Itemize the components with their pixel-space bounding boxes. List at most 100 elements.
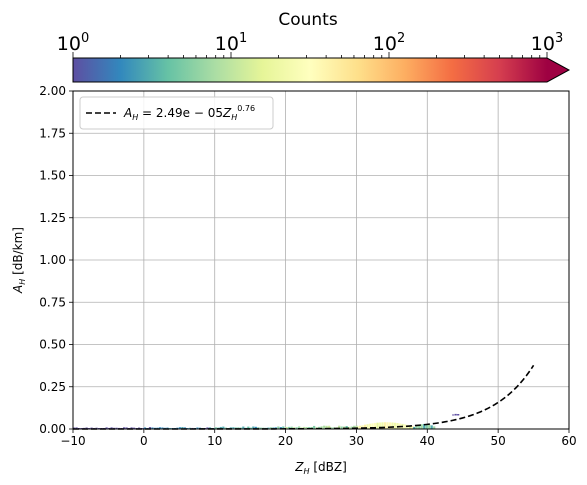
density-cell bbox=[259, 427, 262, 429]
y-axis-label-sub: H bbox=[18, 279, 27, 285]
y-tick-label: 2.00 bbox=[39, 84, 66, 98]
density-cell bbox=[148, 427, 152, 429]
density-cell bbox=[269, 427, 272, 429]
plot-area: −10 0 10 20 30 40 50 60 0.00 0.25 0.50 0.75 1.00 1.2… bbox=[39, 84, 576, 448]
density-cell bbox=[219, 426, 222, 429]
density-cell bbox=[110, 427, 113, 429]
x-tick-label: 60 bbox=[561, 434, 576, 448]
density-cell bbox=[338, 425, 341, 429]
y-axis-label: AH [dB/km] bbox=[11, 227, 27, 294]
density-cell bbox=[295, 427, 298, 429]
density-cell bbox=[323, 425, 326, 429]
density-cell bbox=[403, 424, 407, 429]
density-cell bbox=[413, 426, 416, 429]
x-axis-ticks: −10 0 10 20 30 40 50 60 bbox=[60, 429, 577, 448]
density-cell bbox=[457, 413, 460, 416]
density-cell bbox=[368, 423, 372, 429]
density-cell bbox=[408, 425, 412, 429]
density-cell bbox=[125, 427, 128, 429]
density-cell bbox=[418, 424, 421, 429]
y-tick-label: 1.50 bbox=[39, 169, 66, 183]
density-cell bbox=[130, 427, 133, 429]
density-cell bbox=[247, 426, 250, 429]
density-cell bbox=[363, 424, 367, 429]
density-cell bbox=[151, 427, 154, 429]
density-cell bbox=[340, 426, 343, 429]
density-cell bbox=[161, 427, 164, 429]
density-cell bbox=[290, 426, 293, 429]
y-tick-label: 1.25 bbox=[39, 211, 66, 225]
density-cell bbox=[232, 427, 235, 429]
density-cell bbox=[267, 427, 270, 429]
density-cell bbox=[433, 426, 436, 429]
density-cell bbox=[366, 424, 369, 429]
density-cell bbox=[158, 427, 162, 429]
x-axis-label: ZH [dBZ] bbox=[294, 460, 347, 476]
x-axis-label-base: Z bbox=[294, 460, 304, 474]
x-tick-label: 10 bbox=[207, 434, 222, 448]
legend-box bbox=[79, 96, 274, 130]
density-cell bbox=[358, 425, 362, 429]
density-cell bbox=[348, 426, 351, 429]
density-cell bbox=[305, 427, 308, 429]
density-cell bbox=[353, 425, 356, 429]
density-cell bbox=[196, 427, 199, 429]
y-tick-label: 0.00 bbox=[39, 422, 66, 436]
legend-rhs-prefix: = 2.49e − 05 bbox=[138, 106, 223, 120]
colorbar-tick-label: 103 bbox=[531, 31, 563, 55]
density-cell bbox=[249, 427, 252, 429]
density-cell bbox=[420, 424, 423, 429]
density-cell bbox=[188, 427, 192, 429]
density-cell bbox=[393, 422, 397, 429]
colorbar-tick-label: 100 bbox=[57, 31, 89, 55]
colorbar-title: Counts bbox=[278, 10, 337, 30]
y-tick-label: 1.00 bbox=[39, 253, 66, 267]
colorbar-tick-labels: 100 101 102 103 bbox=[57, 31, 563, 55]
x-tick-label: 0 bbox=[140, 434, 148, 448]
legend-lhs-base: A bbox=[123, 106, 132, 120]
density-cell bbox=[133, 427, 136, 429]
density-cell bbox=[330, 427, 333, 429]
density-cell bbox=[378, 422, 382, 429]
density-cell bbox=[328, 425, 331, 429]
legend-rhs-base: Z bbox=[222, 106, 232, 120]
density-cell bbox=[298, 426, 301, 429]
x-tick-label: 20 bbox=[278, 434, 293, 448]
density-cell bbox=[206, 427, 209, 429]
density-cell bbox=[257, 427, 260, 429]
density-cell bbox=[279, 427, 282, 429]
y-axis-ticks: 0.00 0.25 0.50 0.75 1.00 1.25 1.50 1.75 2.00 bbox=[39, 84, 73, 436]
density-cell bbox=[454, 413, 457, 416]
density-cell bbox=[224, 427, 227, 429]
colorbar: 100 101 102 103 bbox=[57, 31, 571, 83]
density-cell bbox=[425, 424, 428, 429]
density-cell bbox=[381, 422, 384, 429]
y-tick-label: 1.75 bbox=[39, 126, 66, 140]
density-cell bbox=[115, 427, 118, 429]
density-cell bbox=[428, 424, 431, 429]
density-cell bbox=[391, 422, 394, 429]
density-cell bbox=[105, 427, 108, 429]
legend-rhs-exp: 0.76 bbox=[237, 104, 255, 113]
density-cell bbox=[325, 425, 328, 429]
density-cell bbox=[430, 425, 433, 429]
colorbar-gradient bbox=[73, 58, 547, 82]
legend: AH = 2.49e − 05ZH0.76 bbox=[79, 96, 274, 130]
legend-label: AH = 2.49e − 05ZH0.76 bbox=[123, 104, 255, 122]
density-cell bbox=[288, 426, 291, 429]
legend-rhs-sub: H bbox=[231, 113, 237, 122]
density-cell bbox=[222, 426, 225, 429]
density-cell bbox=[313, 425, 316, 429]
x-tick-label: 30 bbox=[349, 434, 364, 448]
legend-lhs-sub: H bbox=[132, 113, 138, 122]
density-cell bbox=[181, 427, 184, 429]
density-cell bbox=[252, 426, 255, 429]
density-cell bbox=[214, 427, 217, 429]
y-axis-label-base: A bbox=[11, 285, 25, 294]
density-cell bbox=[143, 427, 147, 429]
colorbar-tick-label: 101 bbox=[215, 31, 247, 55]
colorbar-ticks bbox=[72, 52, 548, 58]
y-axis-label-unit: [dB/km] bbox=[11, 227, 25, 279]
density-cell bbox=[254, 426, 257, 429]
